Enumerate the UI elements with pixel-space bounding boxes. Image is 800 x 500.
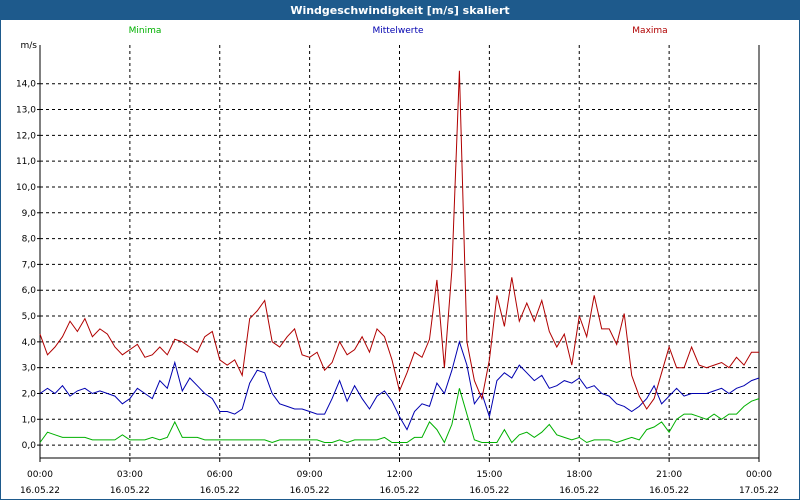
y-tick-labels: 0,0 1,0 2,0 3,0 4,0 5,0 6,0 7,0 8,0 9,0 10,0 11,0 12… bbox=[16, 80, 40, 451]
legend-entry-mittelwerte: Mittelwerte bbox=[372, 26, 423, 36]
y-tick-label: 12,0 bbox=[16, 131, 36, 141]
y-tick-label: 14,0 bbox=[16, 80, 36, 90]
series-line-maxima bbox=[39, 70, 759, 410]
x-tick-date-label: 16.05.22 bbox=[379, 486, 419, 496]
y-axis-unit-label: m/s bbox=[21, 41, 38, 51]
x-tick-time-label: 21:00 bbox=[656, 470, 682, 480]
y-tick-label: 13,0 bbox=[16, 106, 36, 116]
y-tick-label: 1,0 bbox=[22, 415, 37, 425]
legend-entry-minima: Minima bbox=[129, 26, 162, 36]
x-tick-time-label: 18:00 bbox=[566, 470, 592, 480]
legend: Minima Mittelwerte Maxima bbox=[129, 26, 668, 36]
x-tick-time-label: 12:00 bbox=[387, 470, 413, 480]
y-tick-label: 10,0 bbox=[16, 183, 36, 193]
series-line-minima bbox=[39, 388, 760, 444]
y-tick-label: 2,0 bbox=[22, 389, 37, 399]
grid bbox=[40, 45, 759, 458]
x-tick-date-label: 16.05.22 bbox=[649, 486, 689, 496]
x-tick-date-label: 16.05.22 bbox=[290, 486, 330, 496]
x-tick-time-label: 00:00 bbox=[746, 470, 772, 480]
x-tick-date-label: 16.05.22 bbox=[559, 486, 599, 496]
x-tick-time-label: 00:00 bbox=[27, 470, 53, 480]
x-tick-time-label: 09:00 bbox=[297, 470, 323, 480]
x-tick-time-label: 15:00 bbox=[476, 470, 502, 480]
y-tick-label: 8,0 bbox=[22, 235, 37, 245]
y-tick-label: 5,0 bbox=[22, 312, 37, 322]
x-tick-date-label: 17.05.22 bbox=[739, 486, 779, 496]
y-tick-label: 7,0 bbox=[22, 260, 37, 270]
y-tick-label: 6,0 bbox=[22, 286, 37, 296]
x-tick-date-label: 16.05.22 bbox=[110, 486, 150, 496]
legend-entry-maxima: Maxima bbox=[632, 26, 667, 36]
series-lines bbox=[39, 70, 760, 444]
x-tick-date-label: 16.05.22 bbox=[469, 486, 509, 496]
x-tick-time-label: 06:00 bbox=[207, 470, 233, 480]
y-tick-label: 4,0 bbox=[22, 338, 37, 348]
y-tick-label: 0,0 bbox=[22, 441, 37, 451]
series-line-mittelwerte bbox=[39, 340, 760, 431]
window-title: Windgeschwindigkeit [m/s] skaliert bbox=[1, 1, 799, 20]
y-tick-label: 9,0 bbox=[22, 209, 37, 219]
x-tick-time-label: 03:00 bbox=[117, 470, 143, 480]
x-tick-labels: 00:00 16.05.22 03:00 16.05.22 06:00 16.05.22 0… bbox=[20, 458, 779, 496]
x-tick-date-label: 16.05.22 bbox=[20, 486, 60, 496]
y-tick-label: 3,0 bbox=[22, 364, 37, 374]
y-tick-label: 11,0 bbox=[16, 157, 36, 167]
x-tick-date-label: 16.05.22 bbox=[200, 486, 240, 496]
